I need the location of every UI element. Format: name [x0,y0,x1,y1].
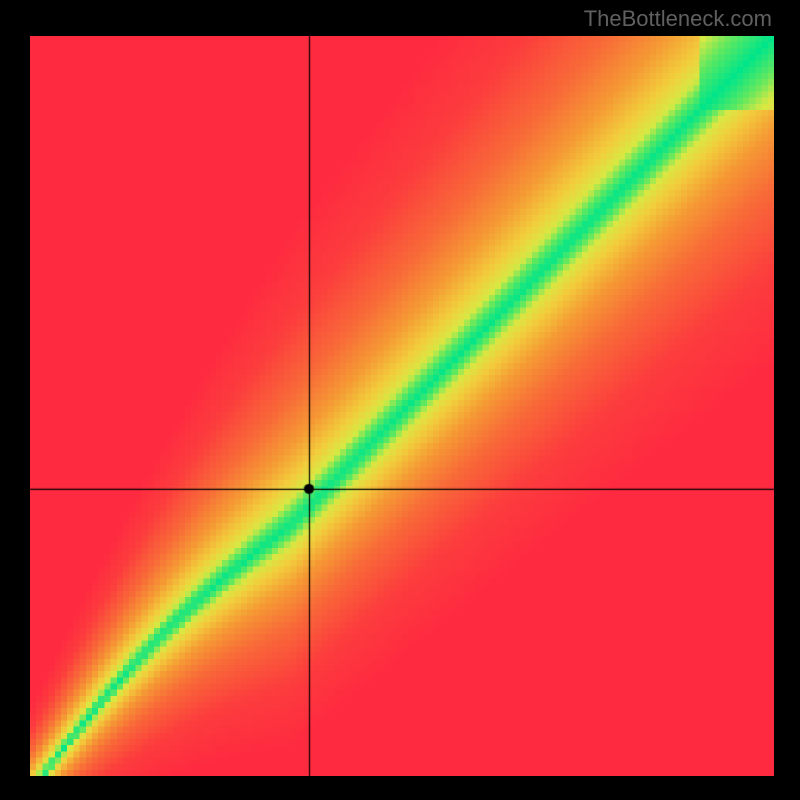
chart-container: TheBottleneck.com [0,0,800,800]
bottleneck-heatmap [30,36,774,776]
watermark-text: TheBottleneck.com [584,6,772,32]
